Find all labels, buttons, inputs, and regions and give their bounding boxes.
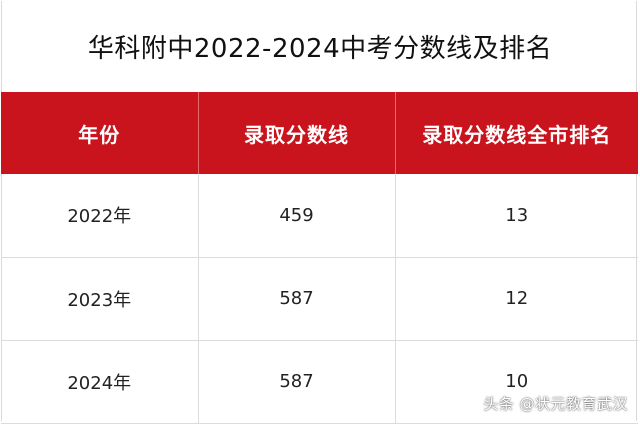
cell-year: 2023年 [1,257,198,341]
cell-city-rank: 13 [394,174,638,258]
cell-cutoff-score: 459 [197,174,395,258]
score-table: 年份 录取分数线 录取分数线全市排名 2022年 459 13 2023年 58… [1,92,638,424]
header-city-rank: 录取分数线全市排名 [394,92,638,174]
cell-cutoff-score: 587 [197,340,395,424]
header-year: 年份 [78,122,121,147]
table-row: 2023年 587 12 [1,257,638,341]
watermark: 头条 @状元教育武汉 [483,395,628,413]
cell-cutoff-score: 587 [197,257,395,341]
header-cutoff-score: 录取分数线 [197,92,395,174]
table-header-row: 年份 录取分数线 录取分数线全市排名 [1,92,638,174]
cell-year: 2022年 [1,174,198,258]
page-title: 华科附中2022-2024中考分数线及排名 [87,33,553,64]
cell-year: 2024年 [1,340,198,424]
cell-city-rank: 12 [394,257,638,341]
table-row: 2022年 459 13 [1,174,638,258]
